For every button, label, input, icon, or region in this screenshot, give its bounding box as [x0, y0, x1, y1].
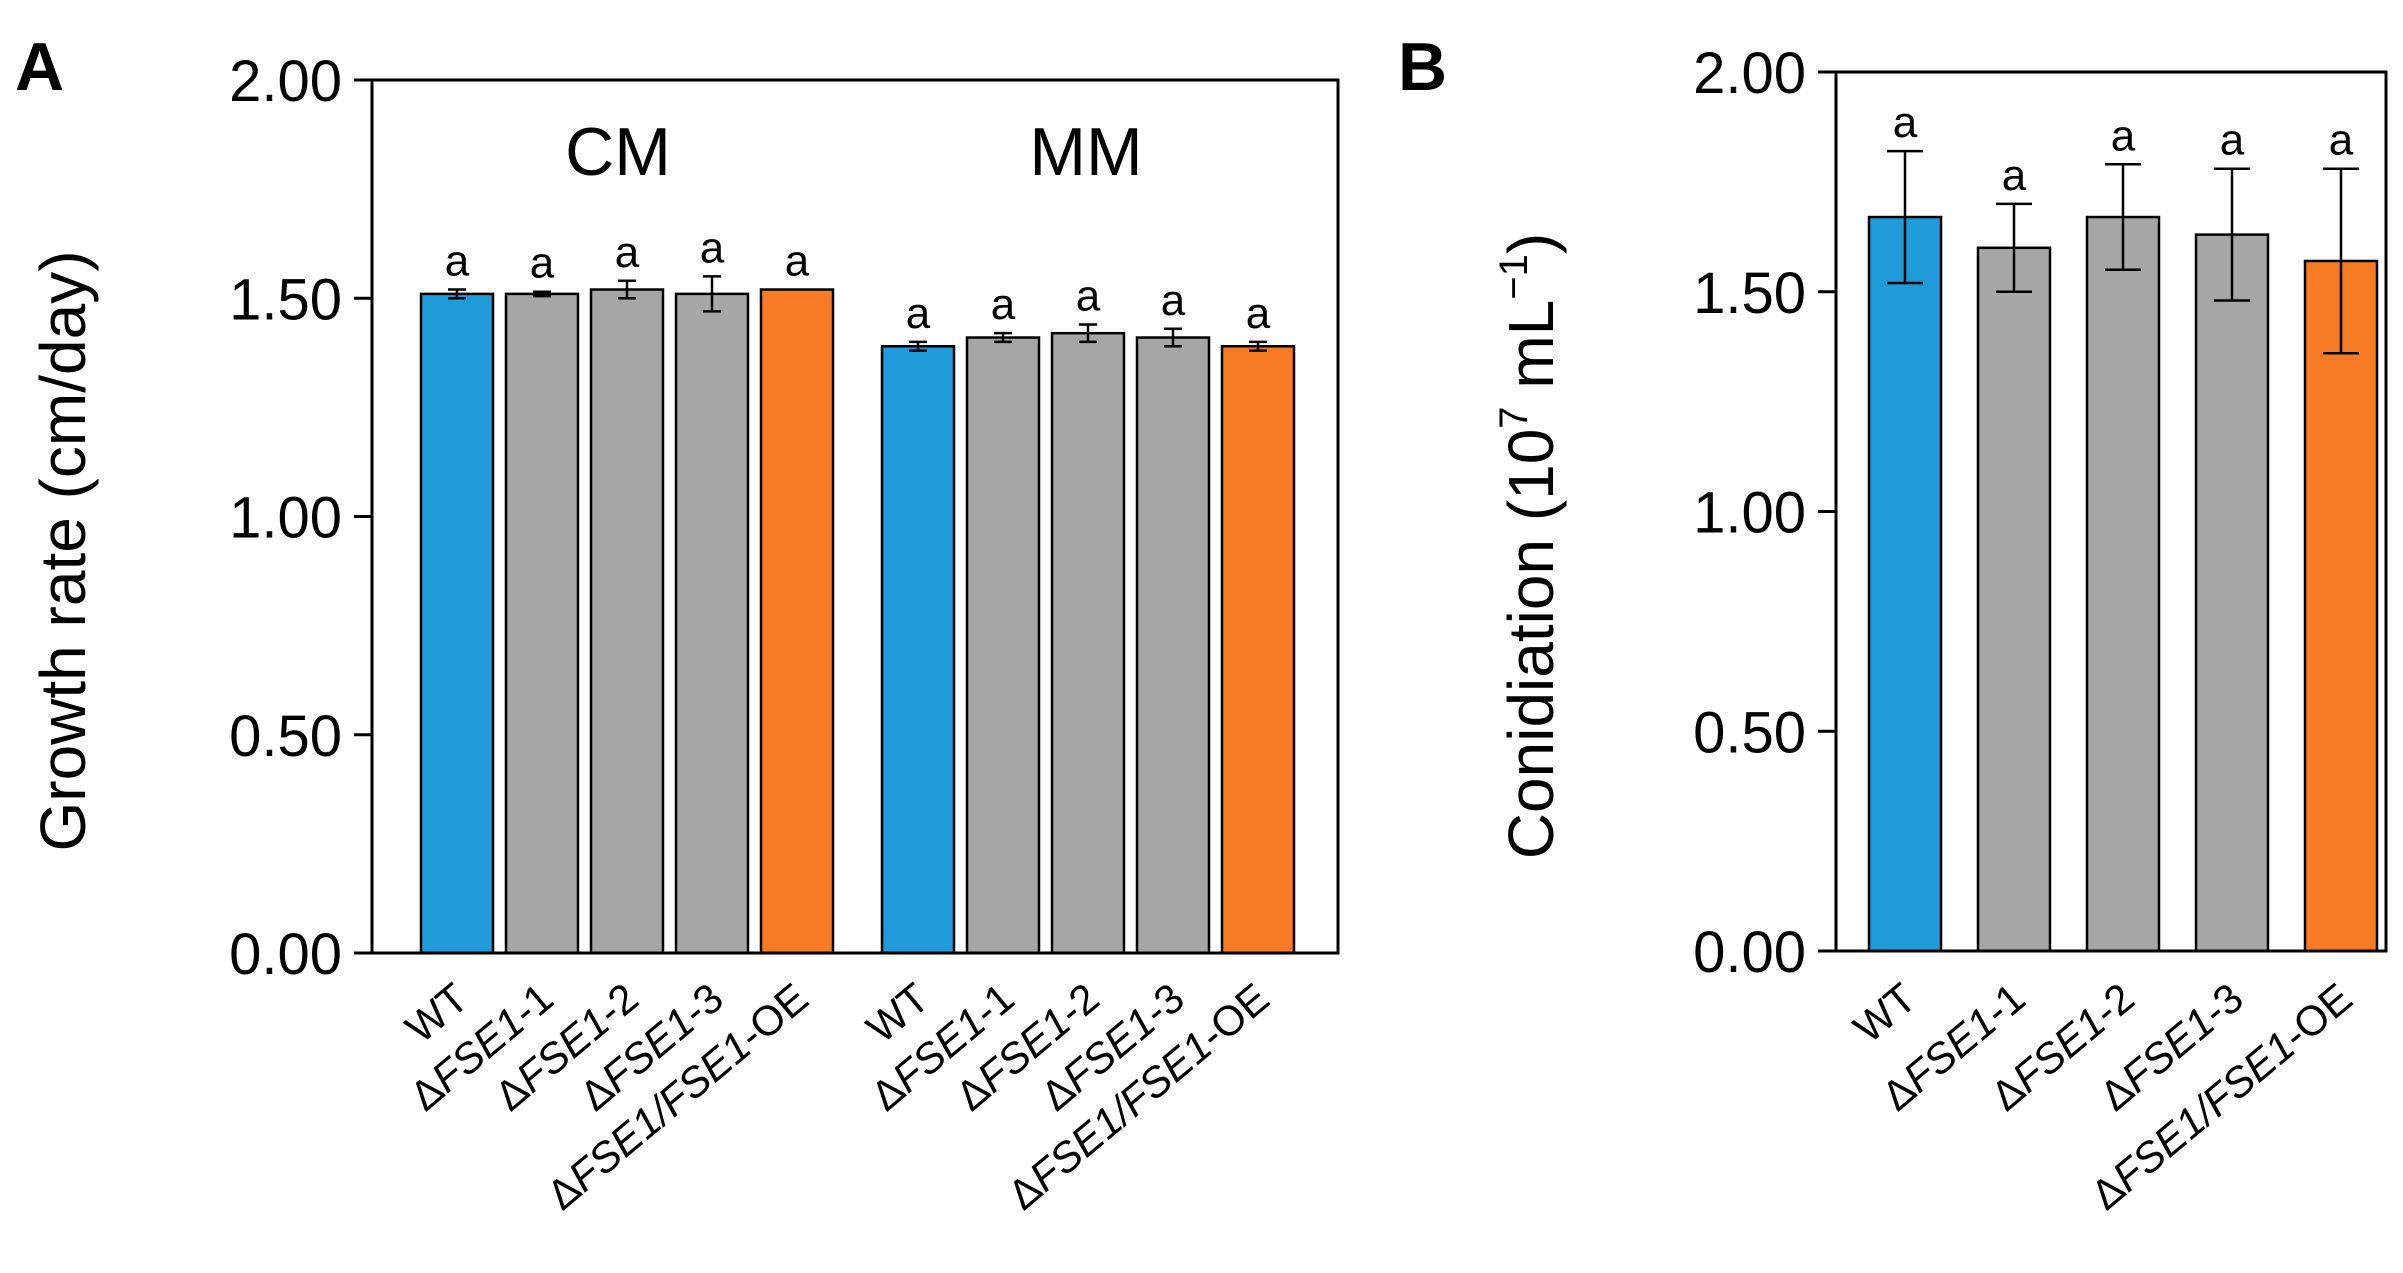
bar — [1220, 345, 1296, 955]
bar — [2303, 259, 2379, 953]
y-tick-label: 2.00 — [229, 49, 342, 114]
y-tick-label: 1.00 — [229, 486, 342, 551]
y-tick-label: 2.00 — [1693, 41, 1806, 106]
panel-b-label: B — [1398, 29, 1447, 105]
panel-b-y-axis-label: Conidiation (107 mL−1) — [1492, 233, 1567, 859]
significance-letter: a — [2220, 116, 2245, 165]
bar — [880, 345, 956, 955]
bar — [1867, 215, 1943, 953]
significance-letter: a — [2002, 151, 2027, 200]
panel-b-y-ticks: 0.00 0.50 1.00 1.50 2.00 — [1693, 41, 1836, 985]
panel-a: A Growth rate (cm/day) 0.00 0.50 1.00 1.50 2… — [15, 29, 1340, 1219]
bar — [589, 288, 665, 955]
bar — [2085, 215, 2161, 953]
significance-letter: a — [445, 237, 470, 286]
panel-a-label: A — [15, 29, 64, 105]
panel-b-bars: a a a a a — [1867, 98, 2379, 953]
y-tick-label: 1.50 — [1693, 261, 1806, 326]
panel-b-plot-frame — [1834, 70, 2388, 953]
significance-letter: a — [1161, 276, 1186, 325]
y-tick-label: 0.50 — [1693, 700, 1806, 765]
panel-b-y-label-tail: mL — [1495, 300, 1567, 407]
panel-b-y-label-sup: 7 — [1492, 406, 1536, 428]
panel-b-y-label-sup2: −1 — [1492, 254, 1536, 300]
bar — [1050, 331, 1126, 955]
significance-letter: a — [1893, 98, 1918, 147]
y-tick-label: 0.50 — [229, 704, 342, 769]
bar — [674, 292, 750, 955]
significance-letter: a — [2329, 116, 2354, 165]
panel-b-y-label-main: Conidiation (10 — [1495, 429, 1567, 860]
significance-letter: a — [615, 228, 640, 277]
bar — [1135, 336, 1211, 955]
panel-a-y-axis-label: Growth rate (cm/day) — [27, 250, 99, 851]
panel-a-plot-frame — [370, 78, 1340, 955]
panel-a-group-labels: CM MM — [565, 114, 1143, 190]
significance-letter: a — [906, 289, 931, 338]
bar — [1976, 246, 2052, 953]
significance-letter: a — [700, 223, 725, 272]
significance-letter: a — [2111, 111, 2136, 160]
group-label: CM — [565, 114, 671, 190]
bar — [965, 336, 1041, 955]
bar — [759, 288, 835, 955]
panel-b-y-label-end: ) — [1495, 233, 1567, 254]
y-tick-label: 1.50 — [229, 267, 342, 332]
panel-a-bars: a a a a a a a a a a — [419, 223, 1296, 955]
significance-letter: a — [991, 280, 1016, 329]
panel-b: B Conidiation (107 mL−1) 0.00 0.50 1.00 1.5… — [1398, 29, 2388, 1219]
bar — [504, 292, 580, 955]
y-tick-label: 0.00 — [1693, 920, 1806, 985]
y-tick-label: 1.00 — [1693, 481, 1806, 546]
x-tick-label: WT — [1845, 974, 1925, 1052]
y-tick-label: 0.00 — [229, 922, 342, 987]
panel-a-y-ticks: 0.00 0.50 1.00 1.50 2.00 — [229, 49, 372, 987]
significance-letter: a — [1246, 289, 1271, 338]
group-label: MM — [1029, 114, 1142, 190]
significance-letter: a — [530, 239, 555, 288]
bar — [2194, 233, 2270, 953]
significance-letter: a — [1076, 271, 1101, 320]
bar — [419, 292, 495, 955]
significance-letter: a — [785, 237, 810, 286]
